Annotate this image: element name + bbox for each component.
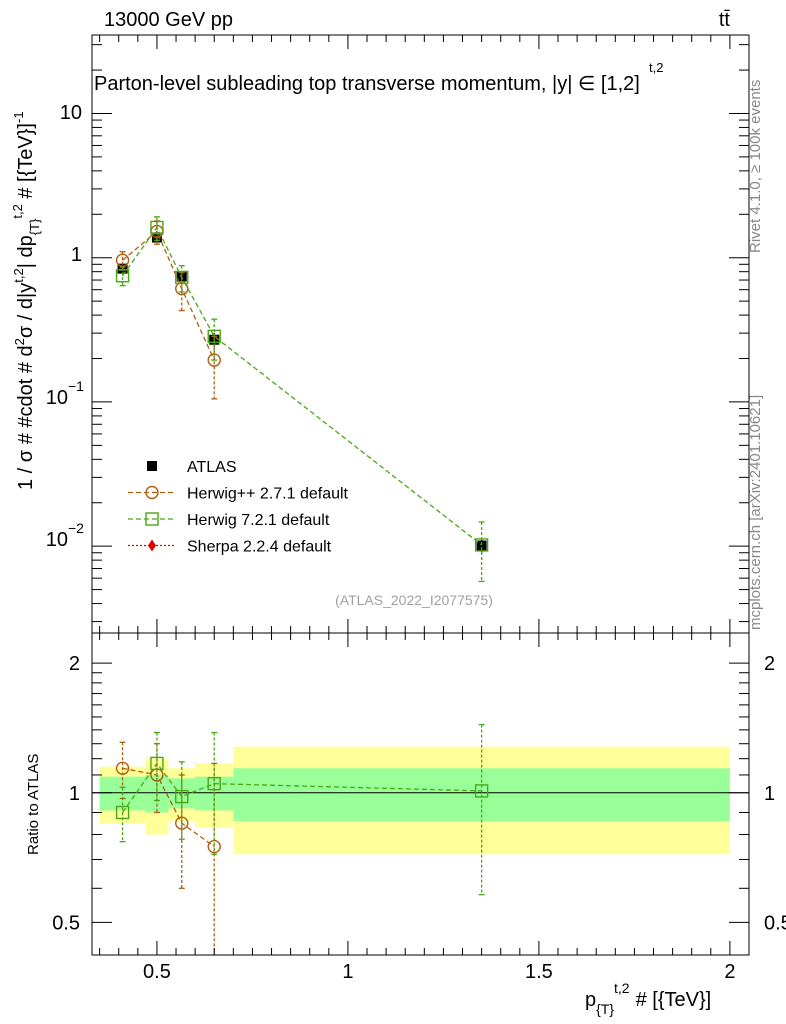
- ratio-tick-label-left: 0.5: [52, 912, 80, 934]
- data-point: [175, 270, 189, 285]
- chart-title-superscript: t,2: [649, 60, 663, 75]
- ratio-uncertainty-bands: [99, 746, 730, 855]
- ratio-line: [122, 762, 482, 813]
- main-series-layer: [115, 216, 489, 583]
- main-panel: 10 1 10 −1 10 −2 Parton-level subleading…: [10, 34, 750, 634]
- y-tick-label-10: 10: [60, 102, 82, 124]
- x-axis-label: p{T}t,2# [{TeV}]: [585, 980, 711, 1017]
- main-x-ticks: [99, 35, 731, 633]
- ratio-point: [207, 776, 221, 791]
- legend-label: Sherpa 2.2.4 default: [187, 539, 332, 556]
- ratio-y-ticks: [92, 662, 749, 923]
- x-tick-label: 0.5: [143, 961, 171, 983]
- y-axis-label: 1 / σ # #cdot # d2σ / d|yt,2| dp{T}t,2 #…: [10, 111, 42, 490]
- ratio-frame: [91, 632, 750, 956]
- main-y-ticks: [92, 44, 749, 623]
- y-tick-label-0.01: 10: [46, 529, 68, 551]
- y-tick-label-1: 1: [71, 244, 82, 266]
- analysis-id: (ATLAS_2022_I2077575): [335, 592, 493, 608]
- legend-marker: [147, 461, 157, 471]
- data-point: [115, 253, 130, 267]
- data-point: [150, 220, 164, 235]
- legend-label: Herwig 7.2.1 default: [187, 512, 330, 529]
- ratio-point: [115, 805, 130, 820]
- x-tick-labels: 0.5 1 1.5 2: [143, 961, 735, 983]
- legend-label: Herwig++ 2.7.1 default: [187, 486, 349, 503]
- legend-marker: [148, 539, 156, 552]
- energy-label: 13000 GeV pp: [104, 9, 233, 31]
- data-point: [207, 353, 221, 367]
- ratio-point: [474, 784, 489, 798]
- legend: ATLAS Herwig++ 2.7.1 default Herwig 7.2.1 …: [128, 459, 349, 556]
- ratio-tick-label-left: 2: [69, 653, 80, 675]
- chart-title: Parton-level subleading top transverse m…: [94, 73, 640, 95]
- ratio-point: [150, 756, 164, 771]
- ratio-line: [122, 767, 215, 848]
- y-tick-exp-0.01: −2: [68, 520, 84, 536]
- ratio-y-label: Ratio to ATLAS: [25, 754, 42, 855]
- ratio-series-layer: [115, 723, 489, 955]
- series-line: [122, 230, 215, 361]
- x-tick-label: 2: [724, 961, 735, 983]
- y-tick-exp-0.1: −1: [68, 378, 84, 394]
- ratio-point: [115, 761, 130, 775]
- ratio-tick-label-left: 1: [69, 783, 80, 805]
- process-label: tt̄: [719, 9, 731, 31]
- data-point: [115, 269, 130, 283]
- series-herwig-7-2-1-default: [115, 216, 489, 583]
- legend-marker: [145, 485, 159, 500]
- legend-label: ATLAS: [187, 459, 237, 476]
- ratio-tick-label-right: 1: [764, 783, 775, 805]
- rivet-version-label: Rivet 4.1.0, ≥ 100k events: [747, 80, 764, 253]
- series-herwig-2-7-1-default: [115, 220, 221, 400]
- data-point: [474, 538, 489, 552]
- x-tick-label: 1: [342, 961, 353, 983]
- y-tick-label-0.1: 10: [46, 387, 68, 409]
- mcplots-label: mcplots.cern.ch [arXiv:2401.10621]: [747, 395, 764, 630]
- x-tick-label: 1.5: [525, 961, 553, 983]
- ratio-tick-label-right: 2: [764, 653, 775, 675]
- legend-marker: [145, 512, 159, 526]
- ratio-tick-label-right: 0.5: [764, 912, 786, 934]
- ratio-panel: Ratio to ATLAS: [25, 632, 750, 956]
- ratio-point: [175, 789, 189, 804]
- ratio-series-herwig-7-2-1-default: [115, 723, 489, 896]
- ratio-tick-labels: 0.5 0.5 1 1 2 2: [52, 653, 786, 934]
- data-point: [476, 540, 487, 551]
- ratio-x-ticks: [99, 633, 731, 955]
- data-point: [207, 329, 221, 344]
